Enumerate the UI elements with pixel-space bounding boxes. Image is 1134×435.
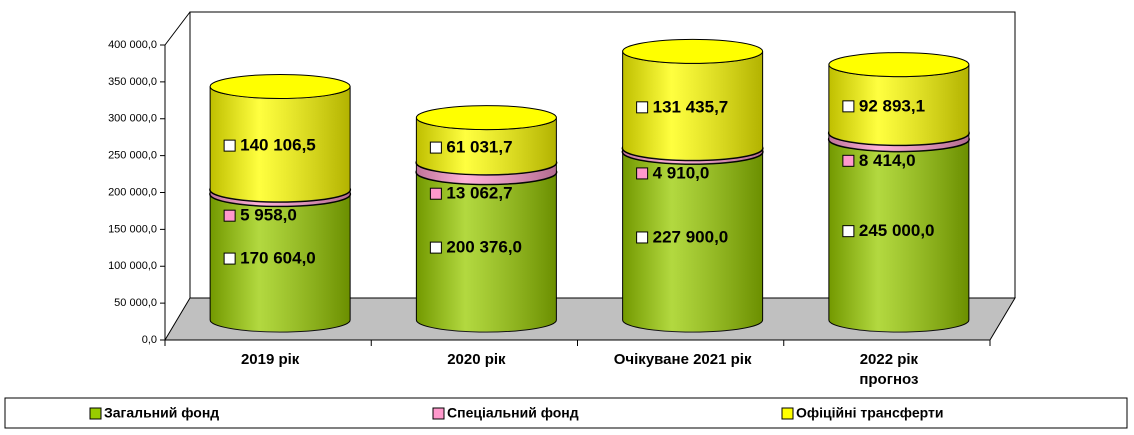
label-key xyxy=(842,225,855,238)
cylinder-cap xyxy=(415,105,557,131)
cylinder-shade xyxy=(416,117,557,175)
cylinder-shade xyxy=(210,194,351,332)
cylinder-shade xyxy=(828,133,969,152)
y-tick-label: 0,0 xyxy=(142,334,157,346)
data-label: 8 414,0 xyxy=(859,151,916,170)
legend-label: Офіційні трансферти xyxy=(796,405,944,421)
cylinder-shade xyxy=(416,172,557,332)
y-tick-label: 50 000,0 xyxy=(114,297,157,309)
y-tick-label: 150 000,0 xyxy=(108,223,157,235)
cylinder-shade xyxy=(622,151,763,332)
label-key xyxy=(223,209,236,222)
cylinder-cap xyxy=(622,38,764,64)
back-wall xyxy=(189,11,1016,298)
data-label: 5 958,0 xyxy=(240,206,297,225)
x-tick-label: 2022 рік прогноз xyxy=(859,351,918,388)
y-tick-label: 250 000,0 xyxy=(108,150,157,162)
y-tick-label: 400 000,0 xyxy=(108,39,157,51)
cylinder-shade xyxy=(622,148,763,164)
data-label: 170 604,0 xyxy=(240,249,316,268)
legend-key xyxy=(432,407,445,420)
cylinder-cap xyxy=(209,73,351,99)
label-key xyxy=(429,187,442,200)
legend-key xyxy=(781,407,794,420)
label-key xyxy=(636,231,649,244)
cylinder-shade xyxy=(416,162,557,185)
data-label: 245 000,0 xyxy=(859,221,935,240)
y-tick-label: 350 000,0 xyxy=(108,76,157,88)
cylinder-shade xyxy=(210,189,351,207)
legend-label: Спеціальний фонд xyxy=(447,405,579,421)
label-key xyxy=(842,100,855,113)
y-axis xyxy=(164,11,191,340)
cylinder-shade xyxy=(210,86,351,202)
label-key xyxy=(429,141,442,154)
data-label: 227 900,0 xyxy=(653,227,729,246)
y-tick-label: 200 000,0 xyxy=(108,186,157,198)
legend xyxy=(4,397,1128,429)
cylinder-shade xyxy=(828,64,969,146)
y-tick-label: 300 000,0 xyxy=(108,113,157,125)
x-tick-label: 2019 рік xyxy=(241,351,300,368)
data-label: 4 910,0 xyxy=(653,163,710,182)
cylinder-cap xyxy=(828,52,970,78)
y-tick-label: 100 000,0 xyxy=(108,260,157,272)
x-tick-label: Очікуване 2021 рік xyxy=(614,351,752,368)
legend-label: Загальний фонд xyxy=(104,405,219,421)
data-label: 200 376,0 xyxy=(446,238,522,257)
data-label: 140 106,5 xyxy=(240,136,316,155)
label-key xyxy=(842,154,855,167)
x-tick-label: 2020 рік xyxy=(447,351,506,368)
cylinder-shade xyxy=(828,139,969,332)
label-key xyxy=(223,252,236,265)
legend-key xyxy=(89,407,102,420)
label-key xyxy=(636,101,649,114)
data-label: 61 031,7 xyxy=(446,138,512,157)
data-label: 92 893,1 xyxy=(859,96,925,115)
data-label: 131 435,7 xyxy=(653,97,729,116)
label-key xyxy=(223,139,236,152)
cylinder-shade xyxy=(622,51,763,161)
data-label: 13 062,7 xyxy=(446,184,512,203)
label-key xyxy=(636,167,649,180)
label-key xyxy=(429,241,442,254)
